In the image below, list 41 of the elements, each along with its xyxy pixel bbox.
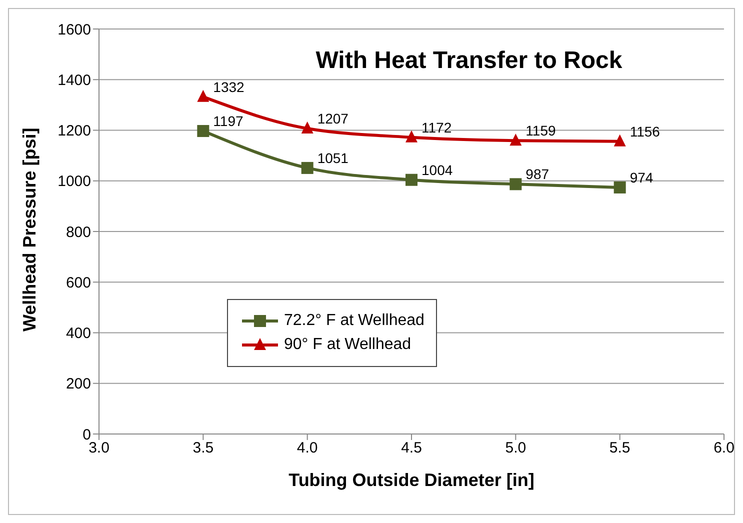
x-tick-label: 5.0 (505, 440, 526, 457)
point (301, 121, 314, 134)
y-tick-label: 1600 (58, 21, 91, 38)
y-tick-label: 1200 (58, 122, 91, 140)
data-label: 1004 (422, 162, 453, 178)
y-tick-label: 0 (82, 426, 91, 444)
y-tick-label: 200 (66, 376, 91, 393)
point (510, 178, 522, 190)
data-label: 974 (630, 169, 654, 186)
y-tick-label: 600 (66, 274, 91, 292)
point (197, 90, 210, 102)
data-label: 1332 (213, 78, 245, 95)
point (510, 134, 522, 146)
legend-label: 72.2° F at Wellhead (284, 312, 424, 330)
x-tick-label: 6.0 (714, 440, 734, 457)
y-tick-label: 1400 (58, 72, 91, 89)
data-label: 1051 (317, 150, 349, 166)
data-label: 1156 (630, 123, 660, 140)
point (614, 134, 626, 146)
point (406, 174, 418, 186)
y-tick-label: 400 (66, 325, 91, 342)
data-label: 1207 (317, 110, 349, 126)
x-tick-label: 4.0 (296, 440, 318, 457)
x-axis-title: Tubing Outside Diameter [in] (288, 470, 534, 490)
data-label: 1172 (422, 119, 452, 136)
text: With Heat Transfer to Rock (314, 47, 624, 75)
x-tick-label: 3.0 (88, 440, 110, 457)
point (301, 162, 314, 174)
y-axis-title: Wellhead Pressure [psi] (19, 128, 40, 332)
data-label: 987 (526, 166, 550, 182)
legend-label: 90° F at Wellhead (284, 336, 412, 354)
y-tick-label: 800 (66, 224, 91, 241)
x-tick-label: 3.5 (192, 440, 214, 457)
x-tick-label: 5.5 (609, 440, 630, 457)
point (406, 130, 418, 142)
x-tick-label: 4.5 (401, 440, 422, 457)
point (197, 125, 210, 138)
data-label: 1197 (213, 112, 244, 129)
point (614, 181, 626, 194)
y-tick-label: 1000 (58, 173, 91, 190)
data-label: 1159 (526, 122, 556, 139)
